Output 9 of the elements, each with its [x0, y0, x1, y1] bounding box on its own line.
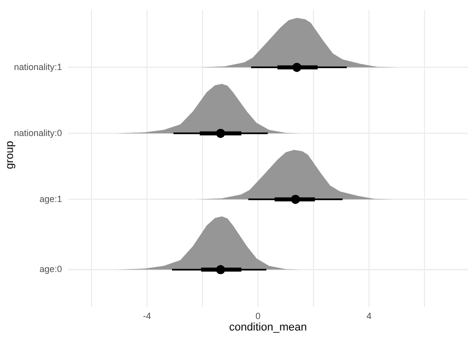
- x-tick-label: -4: [143, 310, 152, 321]
- y-axis-title: age:1: [39, 194, 62, 204]
- x-tick-label: 4: [366, 310, 372, 321]
- text: group: [4, 140, 16, 170]
- y-axis-title: nationality:1: [14, 62, 62, 72]
- x-axis-title: condition_mean: [229, 321, 307, 334]
- x-tick-label: 0: [256, 310, 261, 321]
- y-axis-title: nationality:0: [14, 128, 62, 138]
- y-axis-title: age:0: [39, 264, 62, 274]
